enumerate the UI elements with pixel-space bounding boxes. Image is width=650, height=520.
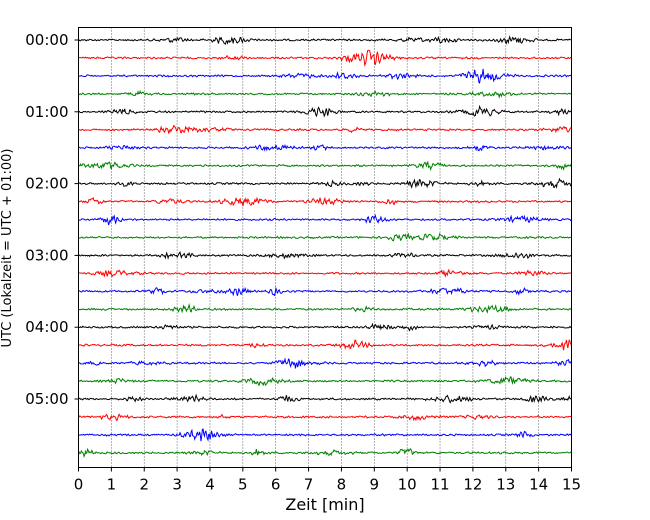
trace-0215: [78, 196, 572, 207]
x-tick-label: 6: [271, 476, 281, 494]
trace-0015: [78, 49, 572, 67]
trace-0330: [78, 286, 572, 297]
y-tick-label: 03:00: [25, 246, 68, 264]
y-axis-ticks: 00:00 01:00 02:00 03:00 04:00 05:00: [25, 31, 79, 408]
x-tick-label: 9: [370, 476, 380, 494]
trace-0530: [78, 428, 572, 442]
x-tick-label: 7: [304, 476, 314, 494]
x-tick-label: 14: [529, 476, 548, 494]
trace-0445: [78, 376, 572, 387]
trace-0400: [78, 322, 572, 332]
trace-0100: [78, 104, 572, 118]
trace-0230: [78, 213, 572, 226]
x-tick-label: 12: [463, 476, 482, 494]
x-tick-label: 10: [398, 476, 417, 494]
y-tick-label: 05:00: [25, 390, 68, 408]
y-tick-label: 00:00: [25, 31, 68, 49]
x-tick-label: 2: [139, 476, 149, 494]
trace-0045: [78, 89, 572, 99]
plot-frame: [78, 27, 572, 468]
trace-0500: [78, 393, 572, 404]
trace-0030: [78, 68, 572, 84]
x-tick-label: 4: [205, 476, 215, 494]
x-tick-label: 8: [337, 476, 347, 494]
y-tick-label: 04:00: [25, 318, 68, 336]
x-axis-ticks: 0 1 2 3 4 5 6 7 8 9 10 11 12 13 14 15: [74, 467, 581, 494]
trace-0515: [78, 413, 572, 422]
x-tick-label: 3: [172, 476, 182, 494]
x-axis-label: Zeit [min]: [285, 495, 364, 514]
x-tick-label: 11: [430, 476, 449, 494]
grid-lines: [111, 27, 539, 468]
x-tick-label: 0: [74, 476, 84, 494]
y-axis-label: UTC (Lokalzeit = UTC + 01:00): [0, 149, 15, 348]
x-tick-label: 15: [562, 476, 581, 494]
seismic-traces: [78, 35, 572, 458]
trace-0315: [78, 268, 572, 278]
y-tick-label: 02:00: [25, 175, 68, 193]
trace-0130: [78, 143, 572, 152]
x-tick-label: 13: [496, 476, 515, 494]
trace-0430: [78, 357, 572, 369]
x-tick-label: 1: [107, 476, 117, 494]
trace-0300: [78, 250, 572, 260]
trace-0200: [78, 177, 572, 189]
trace-0000: [78, 35, 572, 45]
trace-0345: [78, 302, 572, 314]
trace-0545: [78, 447, 572, 458]
x-tick-label: 5: [238, 476, 248, 494]
trace-0415: [78, 339, 572, 351]
trace-0245: [78, 232, 572, 242]
trace-0145: [78, 160, 572, 172]
y-tick-label: 01:00: [25, 103, 68, 121]
trace-0115: [78, 124, 572, 134]
